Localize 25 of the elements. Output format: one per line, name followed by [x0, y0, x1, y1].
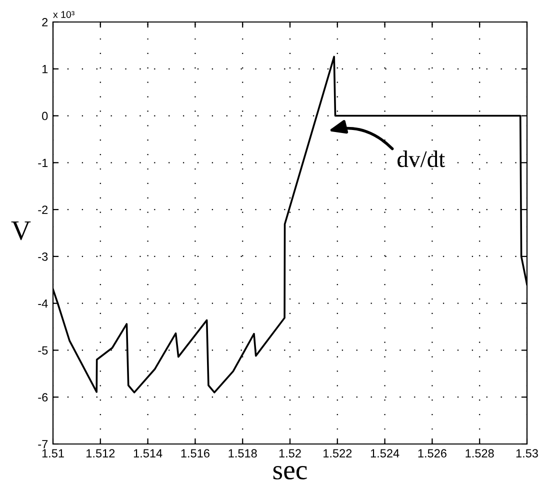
x-tick-label: 1.526: [418, 449, 446, 458]
y-tick-label: -1: [38, 158, 48, 167]
text: x 10³: [53, 11, 74, 18]
x-tick-label: 1.516: [181, 449, 210, 458]
y-tick-label: -2: [38, 206, 48, 214]
y-tick-label: 1: [42, 65, 48, 74]
y-tick-label: -4: [38, 299, 48, 308]
x-tick-label: 1.53: [516, 449, 538, 458]
annotation: dv/dt: [398, 150, 446, 168]
x-axis-title: sec: [273, 466, 307, 480]
x-tick-label: 1.522: [324, 449, 352, 458]
x-tick-label: 1.524: [370, 449, 400, 458]
x-tick-label: 1.52: [279, 449, 301, 458]
x-tick-label: 1.518: [228, 449, 257, 458]
x-tick-label: 1.51: [42, 449, 64, 458]
x-tick-label: 1.514: [134, 449, 162, 458]
y-tick-label: -6: [38, 393, 48, 402]
y-tick-label: -3: [38, 252, 48, 261]
y-tick-label: -5: [38, 346, 48, 355]
x-tick-label: 1.512: [86, 449, 115, 458]
y-tick-label: 2: [42, 18, 48, 26]
x-tick-label: 1.528: [466, 449, 494, 458]
y-tick-label: 0: [42, 112, 48, 120]
y-tick-label: -7: [38, 440, 48, 448]
y-axis-title: V: [11, 221, 31, 240]
